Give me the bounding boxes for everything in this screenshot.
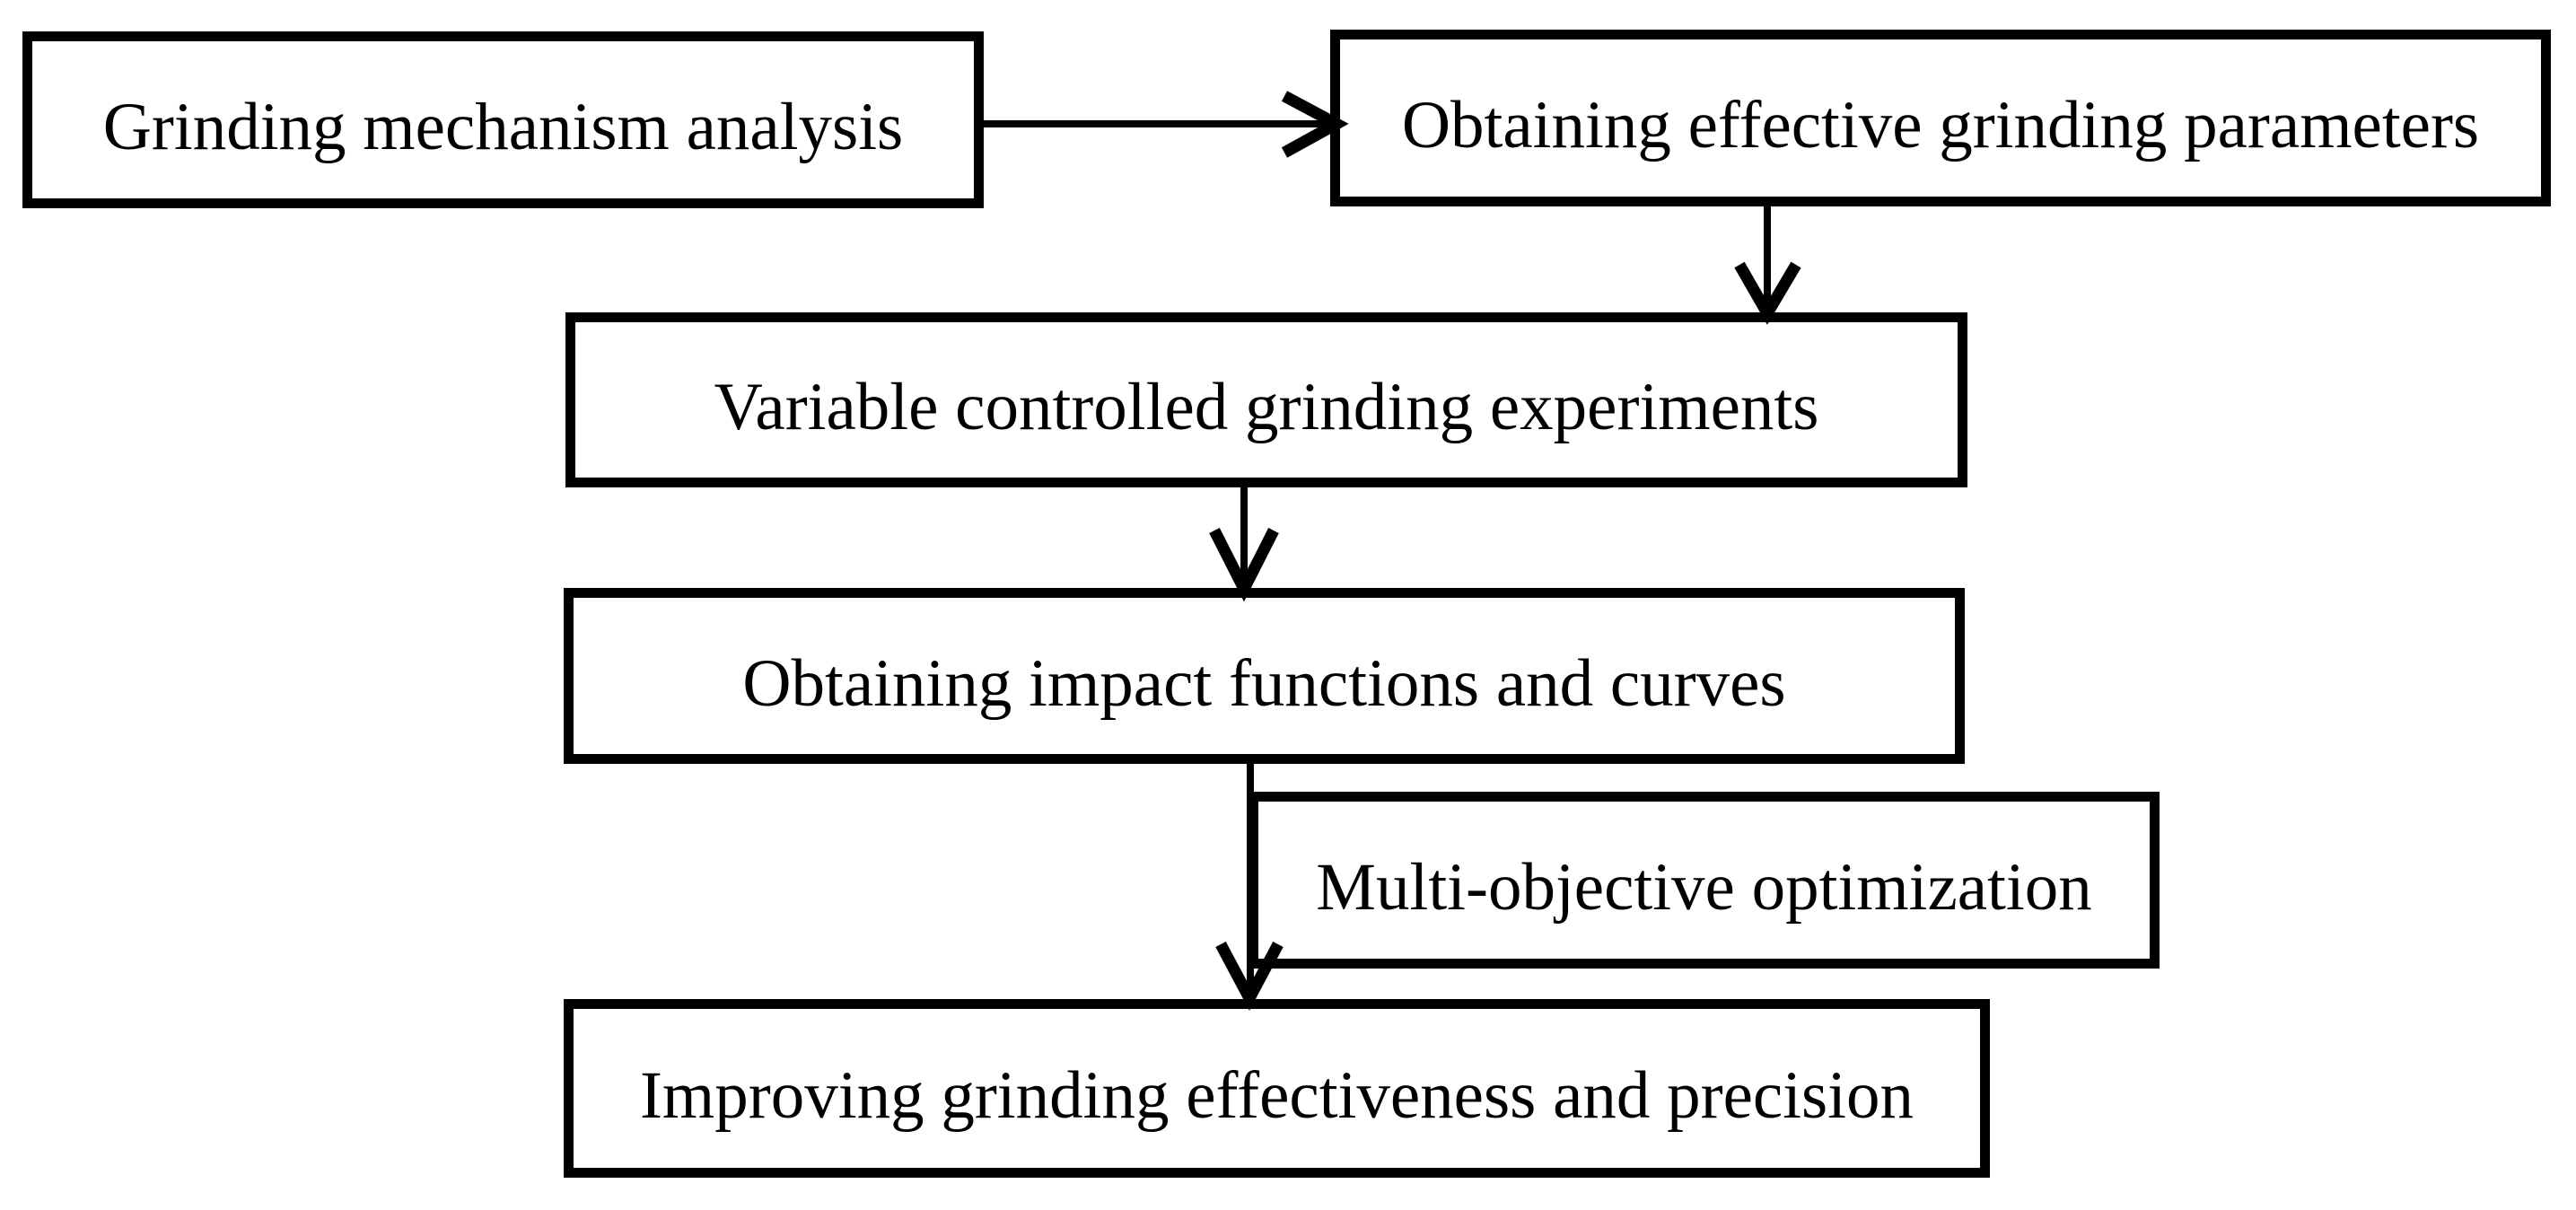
- arrowhead-down-icon: [1209, 528, 1279, 602]
- arrowhead-right-icon: [1281, 91, 1349, 158]
- arrowhead-down-icon: [1734, 261, 1801, 325]
- node-label: Obtaining impact functions and curves: [742, 645, 1786, 721]
- node-label: Obtaining effective grinding parameters: [1401, 88, 2480, 163]
- node-obtaining-effective-grinding-parameters: Obtaining effective grinding parameters: [1330, 30, 2551, 206]
- arrow-box3-to-box4: [1209, 487, 1279, 602]
- node-label: Improving grinding effectiveness and pre…: [639, 1058, 1914, 1134]
- node-multi-objective-optimization: Multi-objective optimization: [1249, 792, 2160, 969]
- node-improving-grinding-effectiveness-and-precision: Improving grinding effectiveness and pre…: [564, 999, 1990, 1178]
- node-label: Variable controlled grinding experiments: [714, 370, 1819, 445]
- node-obtaining-impact-functions-and-curves: Obtaining impact functions and curves: [564, 588, 1965, 764]
- node-variable-controlled-grinding-experiments: Variable controlled grinding experiments: [565, 312, 1967, 487]
- node-grinding-mechanism-analysis: Grinding mechanism analysis: [22, 31, 984, 208]
- arrow-box2-to-box3: [1734, 206, 1801, 325]
- node-label: Grinding mechanism analysis: [102, 90, 904, 165]
- arrow-box1-to-box2: [984, 91, 1349, 158]
- node-label: Multi-objective optimization: [1316, 850, 2092, 925]
